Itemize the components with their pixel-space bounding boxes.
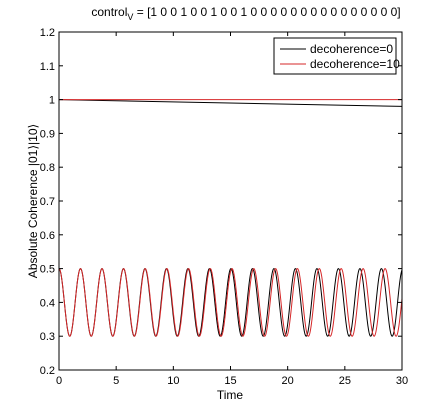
x-axis: 0 5 10 15 20 25 30 (56, 32, 408, 387)
y-tick-label: 0.7 (40, 196, 55, 208)
x-tick-label: 15 (224, 375, 236, 387)
x-tick-label: 5 (113, 375, 119, 387)
legend-label: decoherence=10 (310, 57, 400, 71)
series-line-oscillation (58, 268, 403, 337)
y-axis: 0.2 0.3 0.4 0.5 0.6 0.7 0.8 0.9 1 1.1 1.2 (40, 27, 402, 377)
y-tick-label: 1 (49, 95, 55, 107)
x-tick-label: 25 (339, 375, 351, 387)
plot-frame (58, 31, 403, 371)
series-line-upper (58, 99, 403, 107)
x-tick-label: 30 (396, 375, 408, 387)
y-axis-label: Absolute Coherence |01⟩|10⟩ (26, 124, 40, 278)
title-main: control (91, 5, 127, 19)
series-group (58, 99, 403, 337)
title-rest: = [1 0 0 1 0 0 1 0 0 1 0 0 0 0 0 0 0 0 0… (133, 5, 400, 19)
x-tick-label: 0 (56, 375, 62, 387)
title-subscript: V (127, 12, 133, 22)
y-tick-label: 0.3 (40, 331, 55, 343)
y-tick-label: 0.8 (40, 162, 55, 174)
y-tick-label: 0.5 (40, 264, 55, 276)
legend-label: decoherence=0 (310, 42, 393, 56)
chart-title: controlV = [1 0 0 1 0 0 1 0 0 1 0 0 0 0 … (91, 5, 400, 22)
y-tick-label: 1.1 (40, 61, 55, 73)
y-tick-label: 0.4 (40, 297, 55, 309)
y-tick-label: 1.2 (40, 27, 55, 39)
y-tick-label: 0.2 (40, 365, 55, 377)
legend-box (273, 37, 397, 75)
x-axis-label: Time (217, 388, 244, 402)
x-tick-label: 20 (282, 375, 294, 387)
y-tick-label: 0.6 (40, 230, 55, 242)
x-tick-label: 10 (167, 375, 179, 387)
y-tick-label: 0.9 (40, 128, 55, 140)
